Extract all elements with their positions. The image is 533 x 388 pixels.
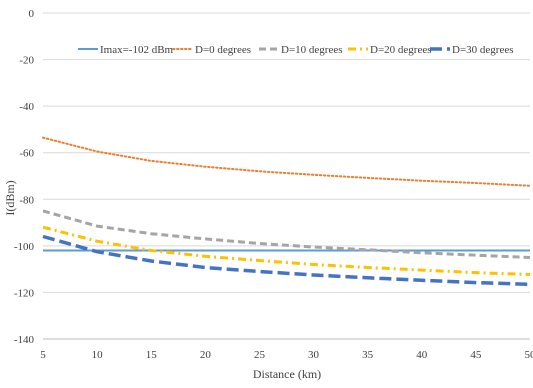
y-tick-label: -120 <box>14 287 35 299</box>
y-tick-label: -80 <box>19 194 34 206</box>
y-axis-ticks: 0 -20 -40 -60 -80 -100 -120 -140 <box>14 8 35 346</box>
legend-label: D=30 degrees <box>452 44 514 56</box>
x-tick-label: 50 <box>525 349 533 361</box>
legend-label: D=20 degrees <box>370 44 432 56</box>
x-axis-title: Distance (km) <box>253 367 321 381</box>
legend-label: Imax=-102 dBm <box>100 44 174 56</box>
x-axis-ticks: 5 10 15 20 25 30 35 40 45 50 <box>40 349 533 361</box>
legend-label: D=0 degrees <box>195 44 251 56</box>
legend: Imax=-102 dBm D=0 degrees D=10 degrees D=20… <box>78 44 514 56</box>
y-tick-label: -60 <box>19 148 34 160</box>
y-tick-label: -40 <box>19 101 34 113</box>
y-tick-label: -100 <box>14 241 35 253</box>
x-tick-label: 30 <box>308 349 320 361</box>
x-tick-label: 15 <box>146 349 158 361</box>
y-tick-label: -140 <box>14 334 35 346</box>
y-axis-title: I(dBm) <box>3 180 17 215</box>
x-tick-label: 45 <box>470 349 482 361</box>
x-tick-label: 5 <box>40 349 46 361</box>
legend-label: D=10 degrees <box>281 44 343 56</box>
x-tick-label: 25 <box>254 349 266 361</box>
gridlines <box>43 13 530 339</box>
series-lines <box>43 138 530 285</box>
y-tick-label: 0 <box>29 8 35 20</box>
x-tick-label: 20 <box>200 349 212 361</box>
x-tick-label: 35 <box>362 349 374 361</box>
series-line <box>43 138 530 186</box>
y-tick-label: -20 <box>19 55 34 67</box>
x-tick-label: 40 <box>416 349 428 361</box>
x-tick-label: 10 <box>92 349 104 361</box>
